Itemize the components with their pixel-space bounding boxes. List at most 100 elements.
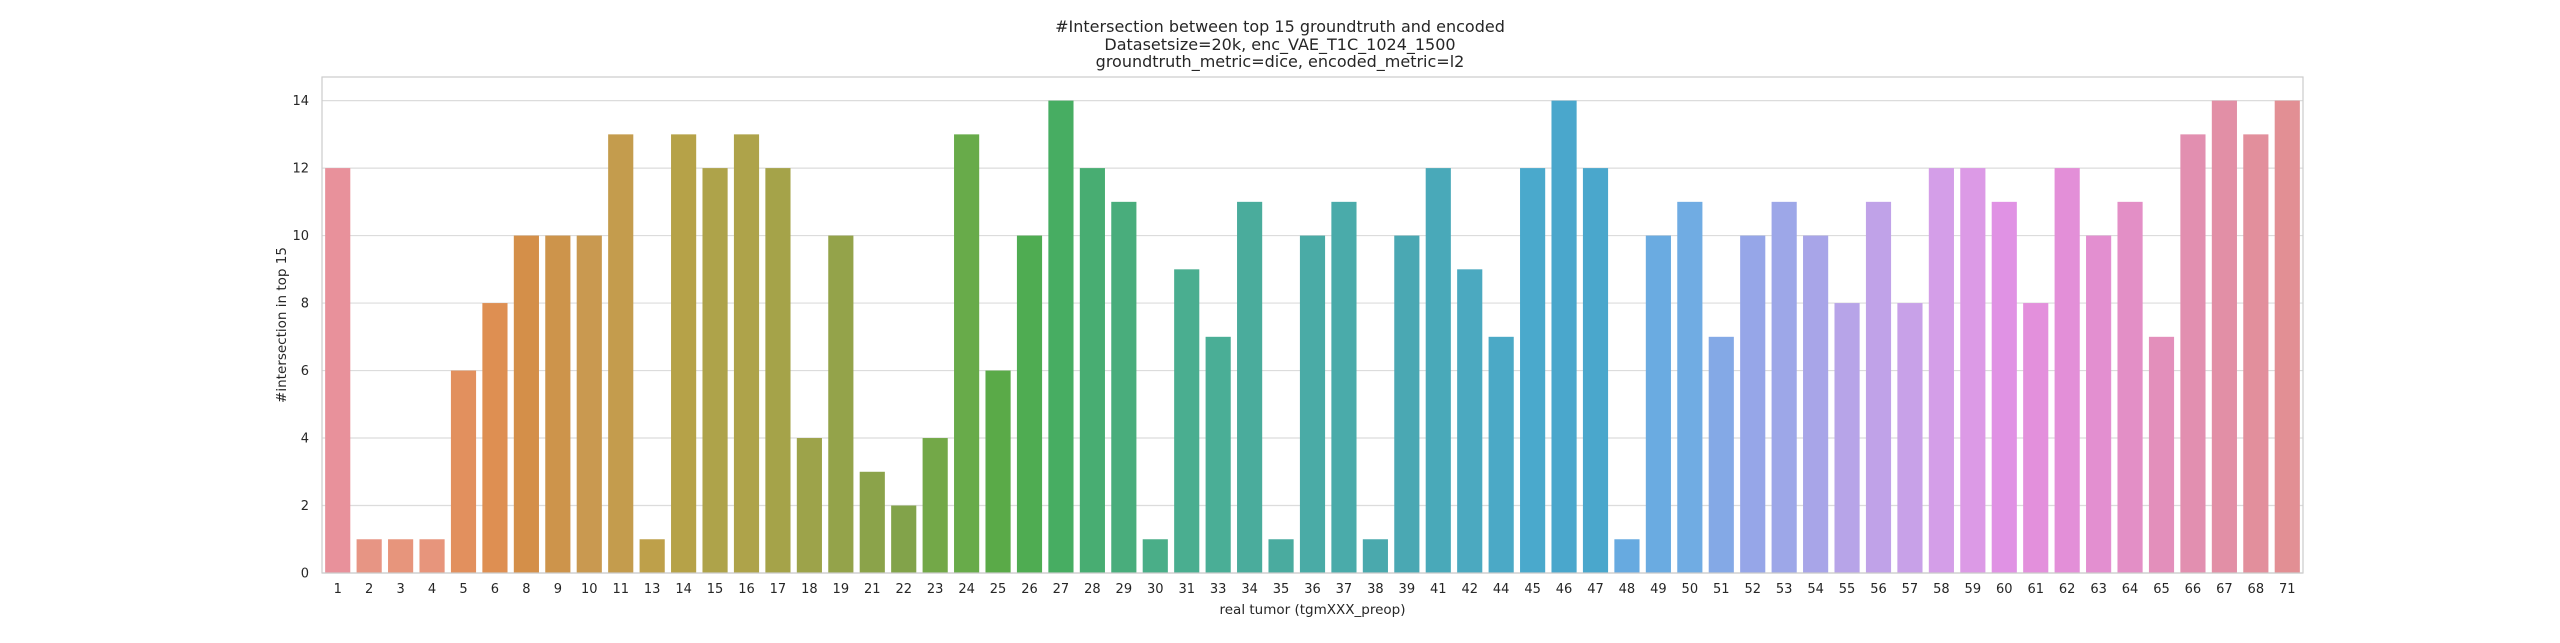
bar-8 <box>513 235 539 574</box>
bar-2 <box>356 539 382 573</box>
x-tick-label: 28 <box>1084 582 1101 597</box>
bar-4 <box>419 539 445 573</box>
x-tick-label: 66 <box>2185 582 2202 597</box>
bars <box>325 100 2300 574</box>
x-tick-label: 51 <box>1713 582 1730 597</box>
x-tick-label: 21 <box>864 582 881 597</box>
bar-22 <box>891 505 917 573</box>
bar-48 <box>1614 539 1640 573</box>
bar-16 <box>733 134 760 574</box>
x-tick-label: 31 <box>1178 582 1195 597</box>
bar-62 <box>2054 168 2080 573</box>
x-tick-label: 24 <box>958 582 975 597</box>
x-tick-label: 15 <box>707 582 724 597</box>
bar-34 <box>1237 201 1263 573</box>
y-tick-label: 4 <box>301 432 309 447</box>
x-tick-label: 68 <box>2248 582 2265 597</box>
y-tick-label: 6 <box>301 364 309 379</box>
x-tick-label: 26 <box>1021 582 1038 597</box>
x-tick-label: 11 <box>612 582 629 597</box>
x-tick-label: 54 <box>1807 582 1824 597</box>
bar-23 <box>922 438 948 573</box>
bar-5 <box>450 370 477 573</box>
x-tick-label: 16 <box>738 582 755 597</box>
bar-14 <box>671 134 697 574</box>
chart-title-line-3: groundtruth_metric=dice, encoded_metric=… <box>1095 52 1465 71</box>
x-tick-label: 57 <box>1902 582 1919 597</box>
y-tick-label: 2 <box>301 499 309 514</box>
bar-1 <box>325 168 351 573</box>
y-tick-label: 0 <box>301 567 309 582</box>
x-tick-label: 13 <box>644 582 661 597</box>
chart-title-line-1: #Intersection between top 15 groundtruth… <box>1055 17 1505 36</box>
bar-3 <box>388 539 414 573</box>
x-tick-label: 39 <box>1399 582 1416 597</box>
bar-44 <box>1488 336 1514 573</box>
x-tick-label: 1 <box>334 582 342 597</box>
x-tick-label: 45 <box>1524 582 1541 597</box>
bar-47 <box>1582 168 1609 573</box>
bar-15 <box>702 168 728 573</box>
bar-49 <box>1645 235 1671 574</box>
x-tick-label: 55 <box>1839 582 1856 597</box>
x-tick-label: 64 <box>2122 582 2139 597</box>
x-tick-label: 4 <box>428 582 436 597</box>
bar-9 <box>545 235 571 574</box>
bar-50 <box>1677 201 1703 573</box>
x-tick-label: 58 <box>1933 582 1950 597</box>
x-tick-label: 30 <box>1147 582 1164 597</box>
bar-33 <box>1205 336 1231 573</box>
x-tick-label: 46 <box>1556 582 1573 597</box>
bar-54 <box>1803 235 1829 574</box>
x-tick-label: 23 <box>927 582 944 597</box>
x-tick-label: 5 <box>459 582 467 597</box>
bar-63 <box>2086 235 2112 574</box>
x-tick-label: 10 <box>581 582 598 597</box>
bar-61 <box>2023 303 2049 573</box>
x-tick-label: 36 <box>1304 582 1321 597</box>
bar-71 <box>2274 100 2300 573</box>
bar-55 <box>1834 303 1860 573</box>
x-tick-label: 17 <box>770 582 787 597</box>
bar-59 <box>1960 168 1986 573</box>
bar-6 <box>482 303 508 573</box>
x-tick-label: 65 <box>2153 582 2170 597</box>
x-tick-labels: 1 2 3 4 5 6 8 9 10 11 13 14 15 16 17 18 19 21 22 23 24 25 26 27… <box>334 582 2296 597</box>
bar-25 <box>985 370 1011 573</box>
bar-36 <box>1299 235 1326 574</box>
x-tick-label: 59 <box>1965 582 1982 597</box>
bar-45 <box>1520 168 1546 573</box>
x-tick-label: 63 <box>2090 582 2107 597</box>
x-tick-label: 67 <box>2216 582 2233 597</box>
bar-46 <box>1551 100 1577 573</box>
bar-38 <box>1362 539 1388 573</box>
x-tick-label: 41 <box>1430 582 1447 597</box>
x-tick-label: 42 <box>1461 582 1478 597</box>
x-tick-label: 56 <box>1870 582 1887 597</box>
bar-28 <box>1079 168 1105 573</box>
y-tick-label: 8 <box>301 297 309 312</box>
bar-27 <box>1048 100 1074 573</box>
x-tick-label: 60 <box>1996 582 2013 597</box>
bar-42 <box>1457 269 1483 573</box>
bar-11 <box>608 134 634 574</box>
x-tick-label: 38 <box>1367 582 1384 597</box>
y-axis-label: #intersection in top 15 <box>274 247 290 403</box>
x-axis-label: real tumor (tgmXXX_preop) <box>1220 602 1406 618</box>
x-tick-label: 9 <box>554 582 562 597</box>
bar-26 <box>1016 235 1043 574</box>
bar-66 <box>2180 134 2206 574</box>
x-tick-label: 35 <box>1273 582 1290 597</box>
y-tick-label: 12 <box>292 162 309 177</box>
chart-title-line-2: Datasetsize=20k, enc_VAE_T1C_1024_1500 <box>1104 34 1456 54</box>
bar-13 <box>639 539 665 573</box>
bar-18 <box>796 438 822 573</box>
bar-68 <box>2243 134 2269 574</box>
x-tick-label: 3 <box>396 582 404 597</box>
chart-title: #Intersection between top 15 groundtruth… <box>0 18 2560 71</box>
x-tick-label: 49 <box>1650 582 1667 597</box>
y-tick-label: 10 <box>292 229 309 244</box>
x-tick-label: 19 <box>833 582 850 597</box>
y-tick-labels: 0 2 4 6 8 10 12 14 <box>292 94 309 581</box>
